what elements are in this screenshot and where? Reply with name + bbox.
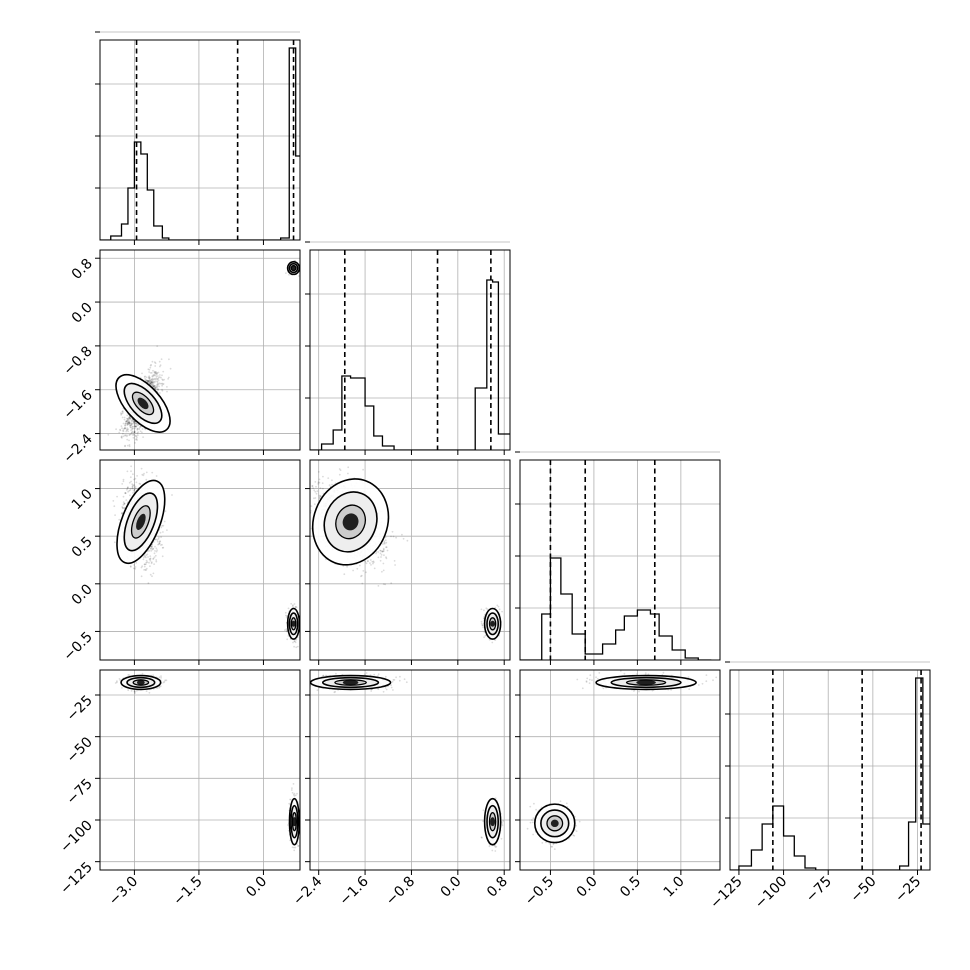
density-contours-1-0-0 [115,373,171,433]
xtick-label-2-3: 1.0 [661,874,688,901]
ytick-label-3-1: −50 [64,734,96,766]
xtick-label-2-2: 0.5 [617,874,644,901]
density-contours-3-2-1 [533,803,576,844]
xtick-label-3-2: −75 [803,874,835,906]
scatter-points-2-1 [310,466,503,644]
histogram-panel-2 [515,451,720,660]
density-contours-2-0-0 [116,479,166,565]
density-contours-2-1-1 [483,607,502,640]
xtick-label-1-0: −2.4 [290,873,325,908]
ytick-label-1-2: −0.8 [60,343,95,378]
density-contours-2-0-1 [286,607,300,640]
histogram-panel-1 [305,241,510,450]
scatter-points-1-0 [107,259,300,448]
histogram-2-frame [519,459,721,661]
scatter-panel-3-0 [100,670,300,870]
ytick-label-1-4: −2.4 [60,431,95,466]
histogram-step-2 [520,557,712,660]
scatter-panel-3-2 [520,670,720,870]
xtick-label-1-3: 0.0 [438,874,465,901]
xtick-label-2-0: −0.5 [522,874,557,909]
xtick-label-1-4: 0.8 [484,874,511,901]
ytick-label-1-0: 0.8 [69,256,96,283]
density-contours-2-1-0 [311,478,390,566]
density-contours-3-1-0 [310,674,392,691]
xtick-label-0-0: −3.0 [106,874,141,909]
histogram-step-1 [310,279,510,450]
scatter-1-0-frame [99,249,301,451]
ytick-label-3-4: −125 [57,859,96,898]
xtick-label-0-2: 0.0 [243,874,270,901]
histogram-panel-3 [725,661,930,870]
scatter-3-2-frame [519,669,721,871]
scatter-points-3-0 [114,672,300,852]
ytick-label-2-2: 0.0 [69,581,96,608]
histogram-step-0 [100,47,300,240]
ytick-label-2-1: 0.5 [69,534,96,561]
ytick-label-1-3: −1.6 [60,387,95,422]
xtick-label-0-1: −1.5 [170,874,205,909]
xtick-label-3-0: −125 [707,874,746,913]
histogram-panel-0 [95,31,300,240]
xtick-label-3-3: −50 [847,874,879,906]
density-contours-3-0-1 [288,797,300,846]
scatter-points-3-1 [310,672,505,852]
histogram-1-frame [309,249,511,451]
ytick-label-2-0: 1.0 [69,486,96,513]
scatter-2-1-frame [309,459,511,661]
ytick-label-2-3: −0.5 [60,629,95,664]
ytick-label-3-2: −75 [64,776,96,808]
scatter-panel-2-0 [100,460,300,660]
density-contours-3-0-0 [120,674,162,691]
xtick-label-1-2: −0.8 [383,874,418,909]
scatter-panel-2-1 [310,460,510,660]
ytick-label-3-3: −100 [57,818,96,857]
scatter-2-0-frame [99,459,301,661]
histogram-3-frame [729,669,931,871]
histogram-step-3 [730,677,930,870]
xtick-label-3-1: −100 [752,874,791,913]
ytick-label-1-1: 0.0 [69,300,96,327]
scatter-3-1-frame [309,669,511,871]
xtick-label-1-1: −1.6 [337,873,372,908]
xtick-label-2-1: 0.0 [574,874,601,901]
histogram-0-frame [99,39,301,241]
density-contours-3-2-0 [595,674,697,691]
scatter-3-0-frame [99,669,301,871]
scatter-panel-1-0 [100,250,300,450]
ytick-label-3-0: −25 [64,693,96,725]
density-contours-1-0-1 [286,260,300,276]
scatter-panel-3-1 [310,670,510,870]
xtick-label-3-4: −25 [892,874,924,906]
density-contours-3-1-1 [483,797,502,846]
